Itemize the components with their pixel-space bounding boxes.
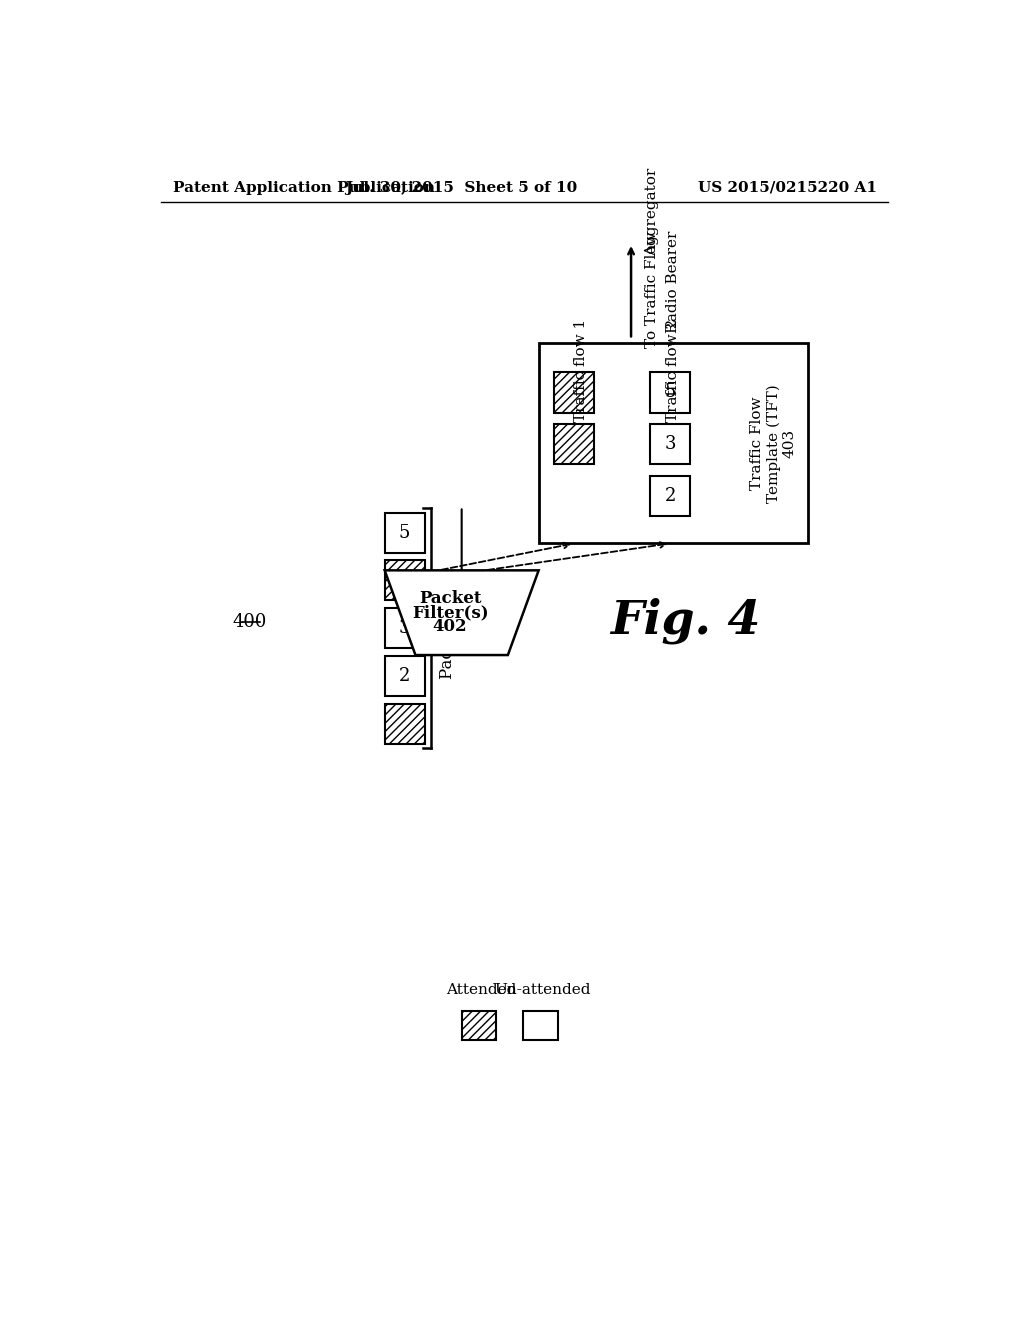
Text: 5: 5 <box>399 524 411 541</box>
Text: Jul. 30, 2015  Sheet 5 of 10: Jul. 30, 2015 Sheet 5 of 10 <box>345 181 578 194</box>
Text: Aggregator: Aggregator <box>645 168 658 256</box>
Bar <box>385 704 425 743</box>
Text: 402: 402 <box>433 618 467 635</box>
Text: US 2015/0215220 A1: US 2015/0215220 A1 <box>698 181 878 194</box>
Polygon shape <box>385 570 539 655</box>
Bar <box>385 656 425 696</box>
Text: To Traffic Flow: To Traffic Flow <box>645 231 658 347</box>
Bar <box>385 561 425 601</box>
Bar <box>539 343 808 544</box>
Text: Filter(s): Filter(s) <box>412 605 488 622</box>
Text: 3: 3 <box>399 619 411 638</box>
Bar <box>650 475 690 516</box>
Text: 2: 2 <box>665 487 676 504</box>
Text: 5: 5 <box>665 384 676 401</box>
Bar <box>554 424 594 465</box>
Text: Un-attended: Un-attended <box>495 983 591 997</box>
Bar <box>385 609 425 648</box>
Text: Traffic flow 1: Traffic flow 1 <box>574 318 588 422</box>
Text: Fig. 4: Fig. 4 <box>609 597 760 644</box>
Bar <box>650 372 690 412</box>
Text: Patent Application Publication: Patent Application Publication <box>173 181 435 194</box>
Text: 3: 3 <box>665 436 676 453</box>
Bar <box>385 512 425 553</box>
Bar <box>523 1011 558 1040</box>
Text: 400: 400 <box>232 612 267 631</box>
Bar <box>462 1011 497 1040</box>
Text: 2: 2 <box>399 667 411 685</box>
Text: Traffic Flow
Template (TFT)
403: Traffic Flow Template (TFT) 403 <box>750 384 797 503</box>
Bar <box>554 372 594 412</box>
Text: Radio Bearer: Radio Bearer <box>666 231 680 333</box>
Text: Packet: Packet <box>419 590 481 607</box>
Text: Attended: Attended <box>445 983 516 997</box>
Text: Traffic flow 2: Traffic flow 2 <box>667 318 680 422</box>
Text: Packets 401: Packets 401 <box>439 577 457 678</box>
Bar <box>650 424 690 465</box>
